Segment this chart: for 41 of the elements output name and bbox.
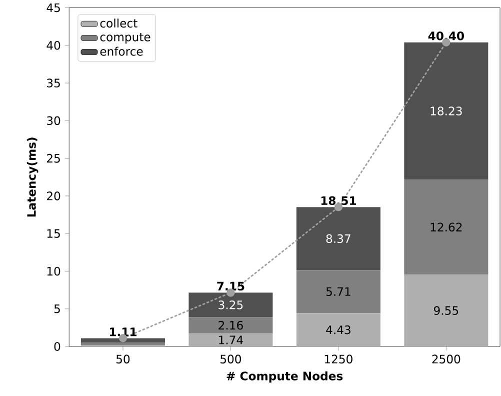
x-tick-label: 2500 bbox=[432, 354, 460, 364]
bar bbox=[404, 274, 488, 346]
data-label: 3.25 bbox=[218, 300, 243, 310]
legend-label: enforce bbox=[100, 46, 143, 56]
y-tick-label: 45 bbox=[46, 3, 60, 12]
bar bbox=[296, 270, 380, 314]
data-label: 1.74 bbox=[219, 336, 243, 344]
bar bbox=[188, 292, 273, 318]
y-tick-label: 20 bbox=[47, 192, 60, 200]
total-label: 7.15 bbox=[217, 282, 244, 291]
data-label: 9.55 bbox=[434, 306, 458, 315]
data-label: 8.37 bbox=[326, 234, 350, 244]
bar bbox=[296, 313, 380, 346]
bar bbox=[296, 207, 380, 270]
x-tick-label: 1250 bbox=[324, 354, 352, 364]
data-label: 4.43 bbox=[326, 325, 350, 334]
data-label: 12.62 bbox=[430, 222, 462, 232]
y-tick-label: 30 bbox=[47, 116, 60, 126]
bar bbox=[188, 333, 273, 346]
y-tick-label: 40 bbox=[46, 41, 60, 50]
x-tick-label: 500 bbox=[220, 354, 241, 364]
legend-label: collect bbox=[100, 18, 138, 28]
x-tick-label: 50 bbox=[116, 354, 130, 364]
data-label: 18.23 bbox=[430, 106, 462, 116]
data-label: 5.71 bbox=[326, 287, 350, 296]
x-axis-title: # Compute Nodes bbox=[226, 371, 343, 383]
bar bbox=[404, 42, 488, 180]
y-axis-title: Latency(ms) bbox=[26, 138, 38, 217]
y-tick-label: 0 bbox=[54, 342, 60, 351]
y-tick-label: 5 bbox=[54, 304, 60, 314]
y-tick-label: 10 bbox=[47, 266, 60, 276]
bar bbox=[188, 317, 273, 334]
data-label: 2.16 bbox=[218, 320, 243, 330]
bar bbox=[80, 338, 165, 343]
total-label: 40.40 bbox=[428, 31, 464, 40]
total-label: 18.51 bbox=[321, 196, 356, 206]
y-tick-label: 25 bbox=[47, 154, 60, 163]
y-tick-label: 15 bbox=[47, 229, 60, 238]
y-tick-label: 35 bbox=[47, 78, 60, 88]
bar bbox=[404, 180, 488, 275]
legend-label: compute bbox=[100, 33, 150, 44]
